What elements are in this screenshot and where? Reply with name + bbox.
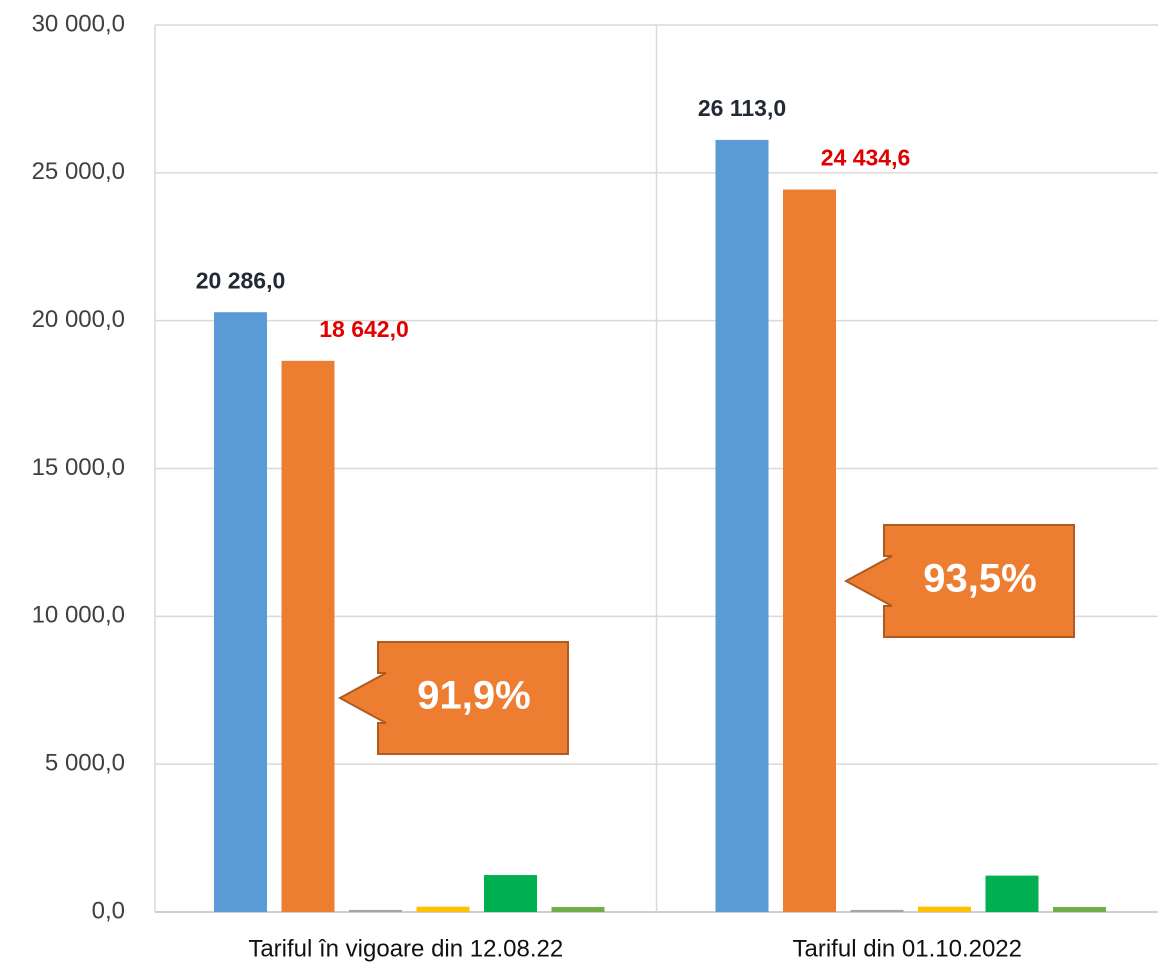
y-tick-label: 25 000,0 [32,158,125,185]
value-label: 20 286,0 [196,267,286,293]
bar [416,906,470,912]
callout [337,641,569,755]
bar [918,906,971,912]
bar [281,360,335,912]
value-label: 18 642,0 [319,316,409,342]
bar [551,906,605,912]
x-tick-label: Tariful din 01.10.2022 [793,935,1023,962]
callout-text: 91,9% [417,674,530,718]
y-tick-label: 15 000,0 [32,454,125,481]
bar [715,139,769,912]
value-label: 26 113,0 [698,95,786,121]
callout-text: 93,5% [923,557,1036,601]
bar [214,312,267,913]
y-tick-label: 10 000,0 [32,602,125,629]
bar [484,875,537,912]
bar [850,909,904,912]
value-label: 24 434,6 [821,145,911,171]
bar [349,909,402,912]
x-tick-label: Tariful în vigoare din 12.08.22 [248,935,563,962]
y-tick-label: 5 000,0 [45,750,125,777]
bar [985,875,1039,912]
callout [843,524,1075,638]
bar [1053,906,1106,912]
y-tick-label: 30 000,0 [32,10,125,37]
y-tick-label: 0,0 [92,897,125,924]
bar [783,189,836,913]
y-tick-label: 20 000,0 [32,306,125,333]
